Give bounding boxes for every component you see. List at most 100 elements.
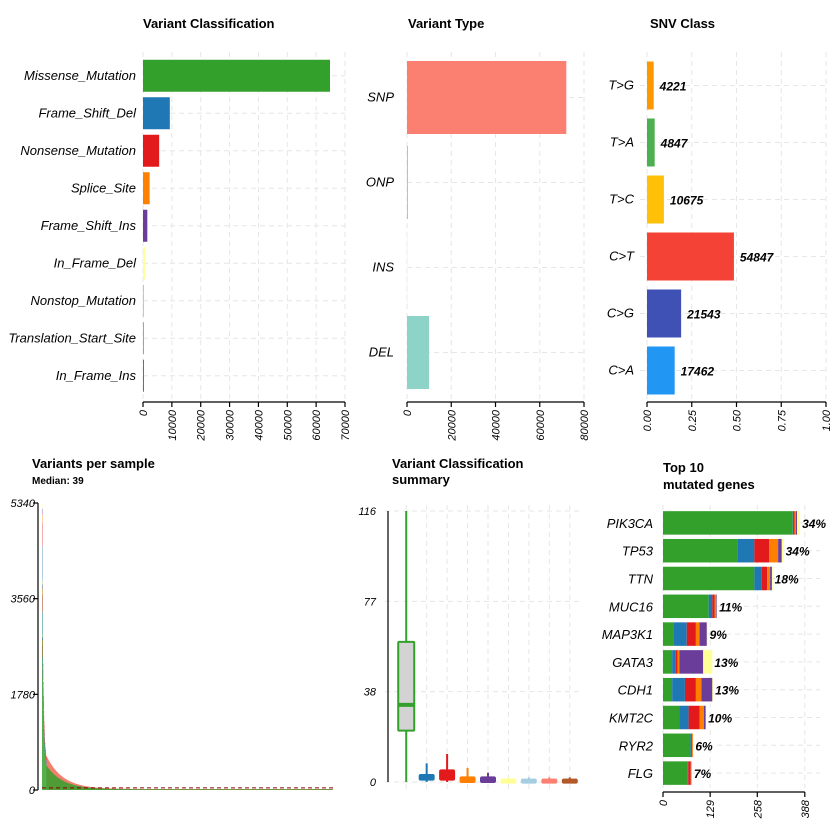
gene-bar-segment: [663, 705, 680, 730]
category-label: C>A: [608, 363, 634, 378]
gene-bar-segment: [663, 677, 673, 702]
gene-bar-segment: [688, 761, 691, 785]
x-tick-label: 0.00: [642, 409, 654, 431]
x-tick-label: 0.25: [687, 409, 699, 431]
chart-title: Variant Type: [408, 16, 484, 31]
chart-title: Variants per sample: [32, 456, 155, 471]
x-tick-label: 80000: [579, 409, 591, 440]
category-label: Nonstop_Mutation: [30, 293, 136, 308]
bar-snv: [647, 118, 655, 167]
x-tick-label: 0: [138, 409, 150, 416]
gene-bar-segment: [690, 733, 692, 758]
gene-bar-segment: [778, 538, 782, 563]
x-tick-label: 0.75: [776, 409, 788, 431]
gene-bar-segment: [768, 538, 779, 563]
data-label: 54847: [740, 251, 775, 265]
gene-bar-segment: [715, 594, 717, 619]
category-label: In_Frame_Ins: [56, 368, 137, 383]
category-label: T>G: [608, 78, 634, 93]
data-label: 4221: [659, 80, 687, 94]
sample-bars-tail-missense: [46, 765, 334, 790]
gene-bar-segment: [708, 594, 713, 619]
gene-bar-segment: [663, 594, 709, 619]
y-tick-label: 116: [358, 506, 376, 518]
bar-missense_mutation: [143, 59, 330, 92]
gene-bar-segment: [761, 566, 768, 591]
gene-bar-segment: [663, 650, 673, 674]
bar-snv: [647, 346, 675, 395]
sample-bars-tail: [46, 755, 334, 790]
y-tick-label: 5340: [11, 498, 36, 510]
gene-label: KMT2C: [609, 711, 654, 726]
bar-frame_shift_del: [143, 97, 170, 130]
gene-bar-segment: [794, 511, 797, 535]
chart-title: Variant Classification: [143, 16, 275, 31]
gene-bar-segment: [771, 566, 773, 591]
category-label: Missense_Mutation: [24, 68, 136, 83]
y-tick-label: 0: [29, 785, 36, 797]
category-label: Frame_Shift_Ins: [41, 218, 137, 233]
bar-nonstop_mutation: [143, 284, 144, 317]
percent-label: 7%: [694, 767, 712, 781]
gene-bar-segment: [672, 650, 676, 674]
bar-snp: [407, 61, 567, 134]
box-missense_mutation: [397, 640, 416, 732]
variants-per-sample-panel: Variants per sample Median: 39 0 1780 3560 53…: [11, 456, 334, 797]
category-label: DEL: [369, 345, 394, 360]
x-tick-label: 60000: [535, 409, 547, 440]
data-label: 10675: [670, 194, 704, 208]
x-tick-label: 40000: [253, 409, 265, 440]
snv-class-panel: SNV Class T>G 4221 T>A 4847 T>C 10675 C>T 54847 C…: [607, 16, 833, 431]
x-tick-label: 129: [705, 800, 717, 818]
x-tick-label: 10000: [167, 409, 179, 440]
category-label: ONP: [366, 175, 395, 190]
x-tick-label: 60000: [311, 409, 323, 440]
top10-mutated-genes-panel: Top 10 mutated genes PIK3CA 34% TP53 34% TTN 18…: [602, 460, 827, 819]
x-tick-label: 1.00: [821, 409, 833, 431]
gene-bar-segment: [737, 538, 755, 563]
variant-type-panel: Variant Type SNP ONP INS DEL 0 20000 40000 60000…: [366, 16, 591, 442]
x-tick-label: 0: [658, 799, 670, 806]
bar-in_frame_ins: [143, 359, 144, 392]
chart-title: SNV Class: [650, 16, 715, 31]
gene-bar-segment: [767, 566, 771, 591]
x-tick-label: 40000: [491, 409, 503, 440]
gene-bar-segment: [679, 705, 689, 730]
percent-label: 34%: [786, 545, 810, 559]
bar-in_frame_del: [143, 247, 146, 280]
gene-bar-segment: [695, 622, 700, 646]
y-tick-label: 0: [370, 777, 377, 789]
gene-label: MUC16: [609, 599, 654, 614]
x-tick-label: 70000: [340, 409, 352, 440]
percent-label: 9%: [710, 628, 728, 642]
variant-classification-panel: Variant Classification Missense_Mutation F…: [8, 16, 352, 442]
category-label: Frame_Shift_Del: [38, 105, 137, 120]
data-label: 4847: [660, 137, 689, 151]
bar-del: [407, 316, 430, 389]
gene-bar-segment: [686, 622, 696, 646]
gene-bar-segment: [706, 622, 708, 646]
bar-onp: [407, 146, 408, 219]
category-label: T>C: [609, 192, 635, 207]
gene-bar-segment: [673, 622, 687, 646]
gene-label: FLG: [628, 766, 653, 781]
percent-label: 13%: [715, 684, 739, 698]
gene-bar-segment: [677, 650, 680, 674]
gene-bar-segment: [695, 677, 702, 702]
category-label: Nonsense_Mutation: [20, 143, 136, 158]
data-label: 21543: [686, 308, 721, 322]
gene-bar-segment: [701, 677, 713, 702]
category-label: C>T: [609, 249, 635, 264]
gene-bar-segment: [797, 511, 801, 535]
category-label: T>A: [610, 135, 634, 150]
gene-bar-segment: [770, 566, 772, 591]
category-label: SNP: [367, 90, 394, 105]
gene-bar-segment: [663, 538, 738, 563]
gene-bar-segment: [754, 538, 769, 563]
gene-bar-segment: [796, 511, 798, 535]
gene-bar-segment: [679, 650, 704, 674]
gene-bar-segment: [663, 566, 755, 591]
gene-label: TTN: [628, 572, 654, 587]
bar-snv: [647, 232, 734, 281]
